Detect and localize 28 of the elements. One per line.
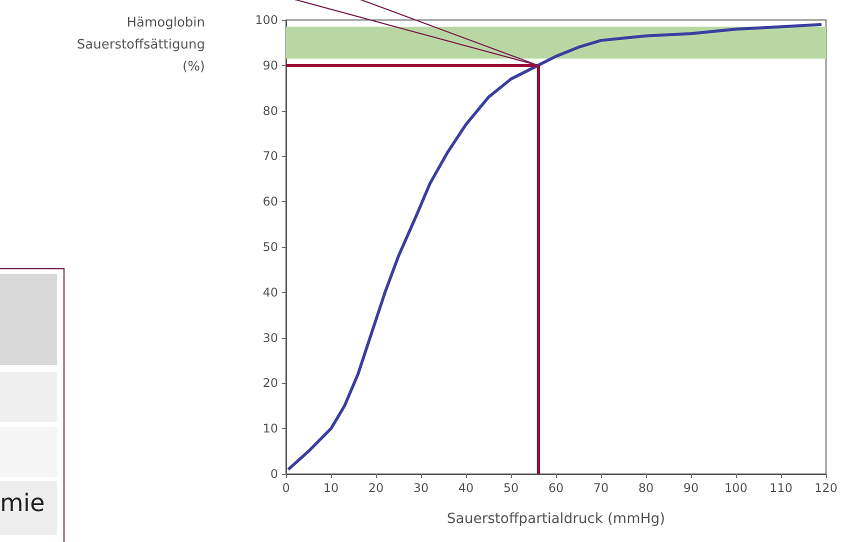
y-tick-label: 50 (262, 240, 278, 254)
x-tick-label: 90 (683, 481, 699, 495)
y-axis-title: Hämoglobin Sauerstoffsättigung (%) (76, 16, 205, 74)
y-tick-label: 70 (262, 149, 278, 164)
y-tick-label: 80 (262, 104, 278, 118)
y-tick-label: 30 (262, 330, 278, 345)
x-axis-title: Sauerstoffpartialdruck (mmHg) (446, 511, 666, 527)
x-tick-label: 50 (503, 481, 519, 495)
x-tick-label: 30 (413, 481, 429, 495)
x-tick-label: 0 (282, 481, 290, 495)
text: mie (0, 488, 45, 518)
x-tick-label: 120 (814, 481, 838, 495)
y-tick-label: 60 (262, 194, 278, 209)
x-tick-label: 10 (323, 481, 339, 495)
line-series (286, 23, 823, 471)
y-tick-label: 100 (255, 13, 278, 27)
x-tick-label: 20 (368, 481, 384, 495)
y-tick-label: 90 (262, 58, 278, 72)
y-tick-label: 20 (262, 376, 278, 390)
y-tick-label: 10 (262, 422, 278, 436)
y-tick-label: 0 (270, 467, 278, 481)
x-tick-label: 40 (458, 481, 474, 495)
x-tick-label: 100 (724, 481, 748, 495)
x-tick-label: 60 (548, 481, 564, 495)
y-tick-label: 40 (262, 285, 278, 300)
x-tick-label: 80 (638, 481, 654, 495)
x-tick-label: 110 (770, 481, 792, 495)
x-tick-label: 70 (593, 481, 609, 495)
